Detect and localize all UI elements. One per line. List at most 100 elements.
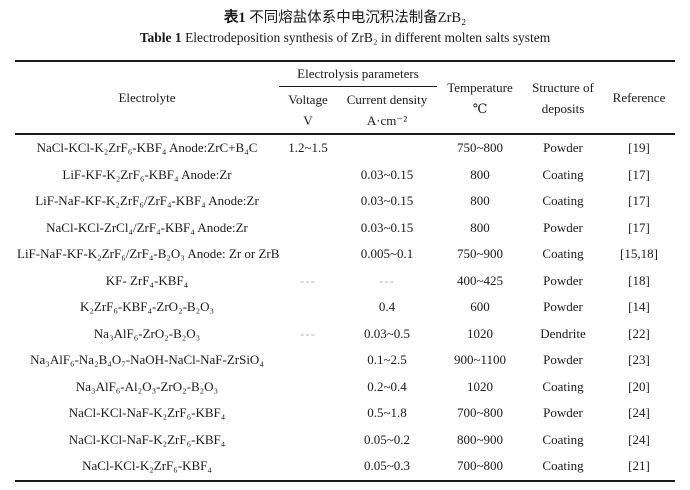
table-row: NaCl-KCl-NaF-K₂ZrF₆-KBF₄ 0.05~0.2 800~900 C… xyxy=(15,427,675,454)
table-row: Na₃AlF₆-Na₂B₄O₇-NaOH-NaCl-NaF-ZrSiO₄ 0.1~… xyxy=(15,347,675,374)
cell-reference: [22] xyxy=(628,325,650,341)
cell-reference: [24] xyxy=(628,431,650,447)
cell-reference: [21] xyxy=(628,458,650,474)
cell-temperature: 800 xyxy=(470,219,490,235)
cell-current-density: 0.05~0.2 xyxy=(363,431,411,447)
table-row: NaCl-KCl-ZrCl₄/ZrF₄-KBF₄ Anode:Zr 0.03~0.… xyxy=(15,215,675,242)
header-current-density-unit: A·cm⁻² xyxy=(366,113,408,128)
cell-reference: [20] xyxy=(628,378,650,394)
header-electrolyte: Electrolyte xyxy=(15,61,279,135)
cell-voltage: --- xyxy=(300,272,316,288)
cell-structure: Coating xyxy=(542,166,584,182)
header-voltage: Voltage V xyxy=(279,86,337,135)
header-temperature-unit: ℃ xyxy=(472,100,488,116)
header-structure-line2: deposits xyxy=(541,100,585,116)
cell-electrolyte: KF- ZrF₄-KBF₄ xyxy=(105,272,189,288)
cell-current-density: 0.03~0.15 xyxy=(360,193,414,209)
table-title-english-text: Electrodeposition synthesis of ZrB₂ in d… xyxy=(181,30,551,45)
table-header: Electrolyte Electrolysis parameters Temp… xyxy=(15,61,675,135)
table-row: NaCl-KCl-NaF-K₂ZrF₆-KBF₄ 0.5~1.8 700~800 Po… xyxy=(15,400,675,427)
table-row: LiF-NaF-KF-K₂ZrF₆/ZrF₄-KBF₄ Anode:Zr 0.03… xyxy=(15,188,675,215)
electrodeposition-table: Electrolyte Electrolysis parameters Temp… xyxy=(15,60,675,482)
cell-voltage: 1.2~1.5 xyxy=(288,140,328,156)
cell-voltage xyxy=(279,400,337,427)
header-voltage-line1: Voltage xyxy=(288,92,328,107)
cell-current-density: 0.1~2.5 xyxy=(367,352,407,368)
cell-reference: [18] xyxy=(628,272,650,288)
cell-structure: Coating xyxy=(542,458,584,474)
cell-current-density: 0.05~0.3 xyxy=(363,458,411,474)
cell-temperature: 700~800 xyxy=(456,405,504,421)
table-title-chinese: 表1 不同熔盐体系中电沉积法制备ZrB₂ xyxy=(0,0,690,28)
cell-structure: Coating xyxy=(542,431,584,447)
cell-voltage xyxy=(279,427,337,454)
cell-reference: [19] xyxy=(628,140,650,156)
cell-structure: Coating xyxy=(542,246,584,262)
cell-electrolyte: NaCl-KCl-NaF-K₂ZrF₆-KBF₄ xyxy=(68,405,226,421)
cell-current-density: 0.03~0.15 xyxy=(360,219,414,235)
cell-electrolyte: Na₃AlF₆-Na₂B₄O₇-NaOH-NaCl-NaF-ZrSiO₄ xyxy=(30,352,264,368)
cell-temperature: 700~800 xyxy=(456,458,504,474)
cell-voltage xyxy=(279,294,337,321)
cell-voltage xyxy=(279,241,337,268)
cell-electrolyte: LiF-KF-K₂ZrF₆-KBF₄ Anode:Zr xyxy=(62,166,232,182)
cell-electrolyte: K₂ZrF₆-KBF₄-ZrO₂-B₂O₃ xyxy=(79,299,215,315)
table-title-english-label: Table 1 xyxy=(139,30,182,45)
cell-voltage xyxy=(279,374,337,401)
cell-voltage xyxy=(279,453,337,481)
cell-current-density xyxy=(337,134,437,162)
cell-reference: [24] xyxy=(628,405,650,421)
table-title-chinese-text: 不同熔盐体系中电沉积法制备ZrB₂ xyxy=(245,10,467,26)
cell-temperature: 800 xyxy=(470,166,490,182)
cell-temperature: 800 xyxy=(470,193,490,209)
header-current-density: Current density A·cm⁻² xyxy=(337,86,437,135)
cell-current-density: 0.03~0.15 xyxy=(360,166,414,182)
cell-electrolyte: NaCl-KCl-ZrCl₄/ZrF₄-KBF₄ Anode:Zr xyxy=(46,219,248,235)
cell-structure: Dendrite xyxy=(540,325,586,341)
cell-structure: Powder xyxy=(543,140,583,156)
cell-electrolyte: LiF-NaF-KF-K₂ZrF₆/ZrF₄-KBF₄ Anode:Zr xyxy=(35,193,259,209)
cell-voltage xyxy=(279,188,337,215)
table-row: KF- ZrF₄-KBF₄ --- --- 400~425 Powder [18] xyxy=(15,268,675,295)
cell-voltage xyxy=(279,347,337,374)
header-structure-line1: Structure of xyxy=(532,79,594,95)
cell-current-density: --- xyxy=(379,272,395,288)
cell-electrolyte: LiF-NaF-KF-K₂ZrF₆/ZrF₄-B₂O₃ Anode: Zr or… xyxy=(17,246,279,262)
cell-electrolyte: Na₃AlF₆-ZrO₂-B₂O₃ xyxy=(93,325,201,341)
cell-electrolyte: NaCl-KCl-K₂ZrF₆-KBF₄ xyxy=(82,458,212,474)
table-row: LiF-NaF-KF-K₂ZrF₆/ZrF₄-B₂O₃ Anode: Zr or… xyxy=(15,241,675,268)
cell-reference: [15,18] xyxy=(620,246,658,262)
cell-temperature: 800~900 xyxy=(456,431,504,447)
cell-voltage xyxy=(279,215,337,242)
cell-current-density: 0.005~0.1 xyxy=(360,246,414,262)
table-row: Na₃AlF₆-ZrO₂-B₂O₃ --- 0.03~0.5 1020 Dendrite… xyxy=(15,321,675,348)
header-electrolysis-parameters: Electrolysis parameters xyxy=(279,61,437,87)
header-voltage-unit: V xyxy=(303,113,313,128)
header-temperature-line1: Temperature xyxy=(447,79,513,95)
header-structure: Structure of deposits xyxy=(523,61,603,135)
cell-electrolyte: NaCl-KCl-K₂ZrF₆-KBF₄ Anode:ZrC+B₄C xyxy=(36,140,258,156)
cell-temperature: 900~1100 xyxy=(453,352,507,368)
table-row: NaCl-KCl-K₂ZrF₆-KBF₄ 0.05~0.3 700~800 Coati… xyxy=(15,453,675,481)
cell-temperature: 400~425 xyxy=(456,272,504,288)
cell-electrolyte: NaCl-KCl-NaF-K₂ZrF₆-KBF₄ xyxy=(68,431,226,447)
cell-structure: Powder xyxy=(543,219,583,235)
header-row-group: Electrolyte Electrolysis parameters Temp… xyxy=(15,61,675,135)
cell-current-density: 0.5~1.8 xyxy=(367,405,407,421)
table-title-english: Table 1 Electrodeposition synthesis of Z… xyxy=(0,28,690,47)
header-temperature: Temperature ℃ xyxy=(437,61,523,135)
cell-temperature: 1020 xyxy=(467,325,493,341)
table-row: LiF-KF-K₂ZrF₆-KBF₄ Anode:Zr 0.03~0.15 800 C… xyxy=(15,162,675,189)
cell-voltage xyxy=(279,162,337,189)
cell-reference: [17] xyxy=(628,219,650,235)
cell-temperature: 1020 xyxy=(467,378,493,394)
table-row: Na₃AlF₆-Al₂O₃-ZrO₂-B₂O₃ 0.2~0.4 1020 Coatin… xyxy=(15,374,675,401)
cell-temperature: 600 xyxy=(470,299,490,315)
cell-current-density: 0.03~0.5 xyxy=(363,325,411,341)
cell-electrolyte: Na₃AlF₆-Al₂O₃-ZrO₂-B₂O₃ xyxy=(75,378,219,394)
cell-voltage: --- xyxy=(300,325,316,341)
table-body: NaCl-KCl-K₂ZrF₆-KBF₄ Anode:ZrC+B₄C 1.2~1.… xyxy=(15,134,675,481)
cell-reference: [14] xyxy=(628,299,650,315)
cell-current-density: 0.4 xyxy=(378,299,396,315)
